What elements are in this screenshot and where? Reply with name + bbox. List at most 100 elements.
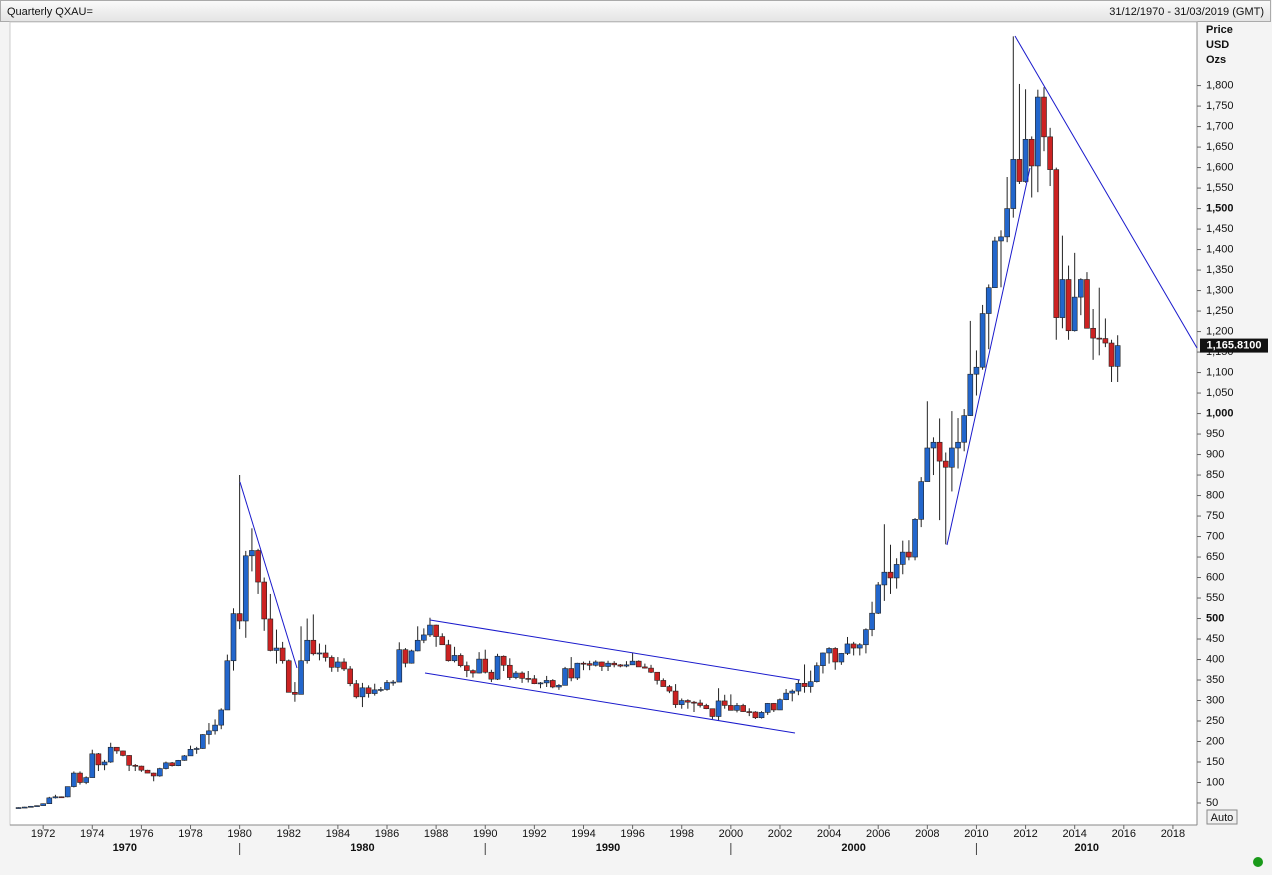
auto-scale-button[interactable]: [1206, 809, 1238, 825]
candle-body: [335, 661, 341, 668]
candle-body: [1053, 169, 1060, 318]
candle-body: [979, 313, 986, 368]
candle-body: [298, 660, 304, 695]
x-tick-label: 1988: [424, 828, 448, 840]
candle-body: [758, 712, 765, 719]
candle-body: [1047, 136, 1053, 170]
x-tick-label: 2004: [817, 828, 841, 840]
x-tick-label: 1972: [31, 828, 55, 840]
candle-body: [899, 551, 906, 565]
auto-scale-label[interactable]: Auto: [1211, 812, 1234, 824]
candle-body: [396, 649, 403, 683]
candle-body: [212, 724, 218, 732]
candle-body: [175, 760, 182, 766]
candle-body: [580, 662, 587, 665]
candle-body: [464, 665, 470, 671]
x-tick-label: 2018: [1161, 828, 1185, 840]
candle-body: [1108, 342, 1115, 367]
candle-body: [52, 796, 59, 799]
x-tick-label: 2014: [1062, 828, 1086, 840]
candle-body: [998, 236, 1004, 242]
y-tick-label: 1,250: [1206, 305, 1234, 317]
candle-body: [709, 708, 716, 717]
date-range: 31/12/1970 - 31/03/2019 (GMT): [1109, 6, 1264, 18]
candle-body: [427, 624, 433, 636]
candle-body: [144, 769, 151, 774]
x-tick-label: 1976: [129, 828, 153, 840]
candle-body: [218, 709, 225, 726]
y-tick-label: 1,550: [1206, 182, 1234, 194]
candle-body: [1010, 159, 1017, 209]
y-tick-label: 350: [1206, 674, 1224, 686]
candle-body: [236, 613, 243, 622]
candle-body: [728, 705, 734, 711]
candle-body: [40, 803, 46, 806]
candle-body: [1022, 138, 1029, 182]
x-tick-label: 1982: [277, 828, 301, 840]
candle-body: [549, 680, 556, 688]
x-tick-label: 2010: [964, 828, 988, 840]
candle-body: [605, 662, 611, 667]
candle-body: [678, 700, 685, 705]
candle-body: [562, 668, 568, 686]
candle-body: [525, 678, 532, 680]
candle-body: [224, 660, 231, 711]
candle-body: [574, 662, 581, 679]
candle-body: [310, 639, 317, 655]
candle-body: [132, 764, 139, 767]
last-price-tag: [1200, 338, 1268, 353]
candle-body: [850, 643, 857, 649]
y-tick-label: 850: [1206, 469, 1224, 481]
candle-body: [568, 668, 575, 679]
x-tick-label: 2006: [866, 828, 890, 840]
candle-body: [1065, 279, 1072, 332]
candle-body: [83, 777, 89, 783]
candle-body: [586, 663, 593, 666]
candle-body: [592, 661, 599, 666]
y-tick-label: 1,300: [1206, 284, 1234, 296]
candle-body: [783, 692, 789, 700]
candle-body: [789, 690, 796, 694]
candle-body: [930, 441, 937, 449]
candle-body: [378, 689, 384, 691]
candle-body: [347, 668, 353, 685]
candle-body: [942, 460, 949, 468]
candle-body: [869, 612, 875, 630]
x-tick-label: 1996: [620, 828, 644, 840]
candle-body: [881, 571, 888, 586]
candle-body: [642, 666, 648, 669]
candle-body: [519, 672, 525, 679]
candle-body: [1028, 138, 1035, 167]
decade-label: 2000: [841, 842, 865, 854]
x-tick-label: 2000: [719, 828, 743, 840]
candle-body: [371, 689, 378, 694]
candle-body: [439, 636, 446, 646]
candle-body: [863, 629, 869, 646]
y-axis-title: Price: [1206, 24, 1233, 36]
candle-body: [936, 441, 943, 462]
candle-body: [721, 700, 728, 706]
candle-body: [513, 672, 519, 678]
y-tick-label: 750: [1206, 510, 1224, 522]
candle-body: [500, 655, 507, 666]
candle-body: [328, 657, 335, 668]
candle-body: [1059, 279, 1066, 318]
candle-body: [820, 652, 826, 666]
candle-body: [740, 705, 746, 712]
candle-body: [476, 658, 482, 674]
x-tick-label: 2016: [1112, 828, 1136, 840]
y-tick-label: 1,100: [1206, 366, 1234, 378]
trend-line: [239, 481, 298, 669]
candle-body: [249, 550, 255, 557]
x-tick-label: 1992: [522, 828, 546, 840]
candle-body: [777, 699, 783, 711]
candle-body: [138, 765, 145, 771]
y-tick-label: 950: [1206, 428, 1224, 440]
y-tick-label: 1,400: [1206, 243, 1234, 255]
y-tick-label: 200: [1206, 735, 1224, 747]
candle-body: [488, 671, 495, 680]
y-tick-label: 1,750: [1206, 100, 1234, 112]
candle-body: [470, 670, 476, 674]
candle-body: [715, 700, 722, 717]
